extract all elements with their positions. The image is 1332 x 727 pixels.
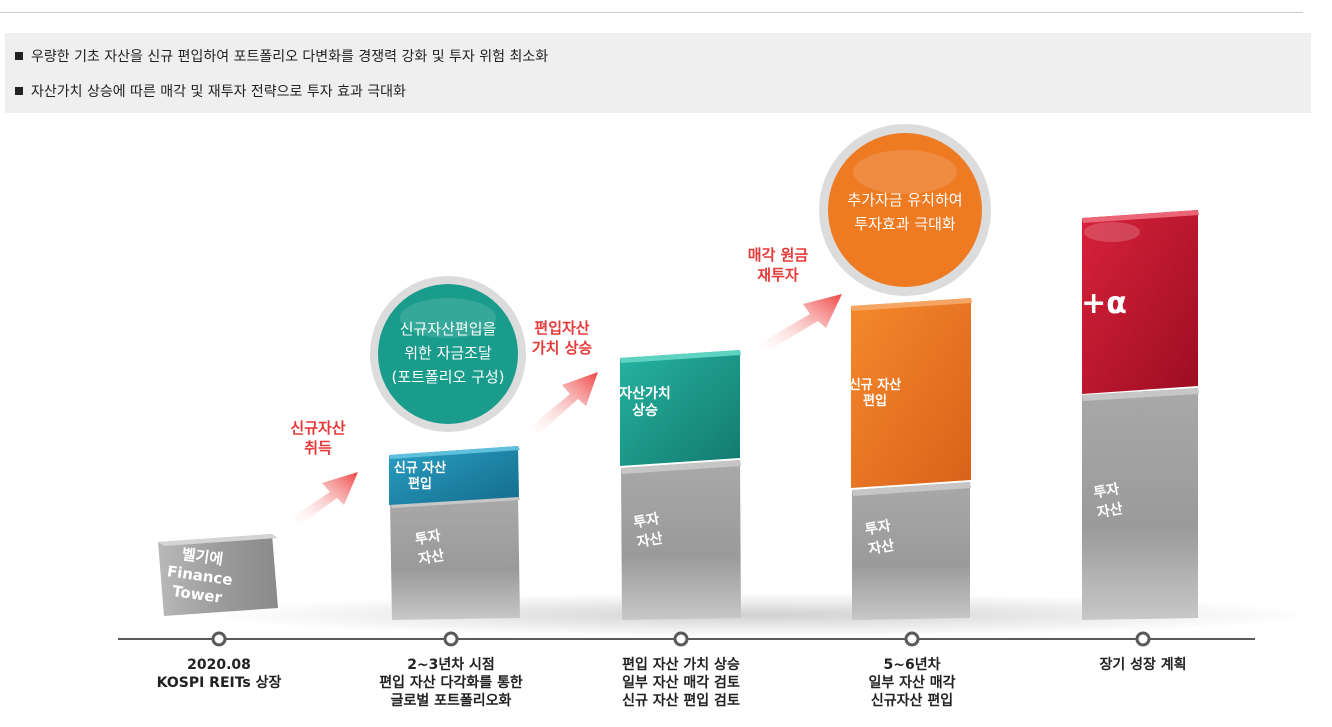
- summary-box: 우량한 기초 자산을 신규 편입하여 포트폴리오 다변화를 경쟁력 강화 및 투…: [5, 33, 1311, 113]
- cube2-top-label: 편입: [408, 476, 432, 492]
- timeline-text: 5~6년차: [883, 657, 941, 673]
- square-bullet-icon: [15, 52, 23, 60]
- cube2-base-label: 투자: [414, 528, 442, 548]
- arrow-value-up: 편입자산 가치 상승: [524, 319, 598, 440]
- timeline-text: 편입 자산 다각화를 통한: [379, 675, 523, 691]
- timeline-text: 신규자산 편입: [870, 693, 954, 709]
- cube4-base-label: 자산: [867, 537, 895, 558]
- timeline-label-5: 장기 성장 계획: [1023, 656, 1263, 674]
- timeline-label-1: 2020.08 KOSPI REITs 상장: [99, 656, 339, 692]
- arrow2-label: 가치 상승: [532, 339, 593, 357]
- timeline-node: [1135, 631, 1151, 647]
- circle-additional-funds: 추가자금 유치하여 투자효과 극대화: [819, 124, 991, 296]
- cube1-label: 벨기에: [181, 545, 225, 569]
- timeline-text: 신규 자산 편입 검토: [622, 693, 740, 709]
- cube-belgium-tower: 벨기에 Finance Tower: [158, 534, 278, 616]
- timeline-text: 글로벌 포트폴리오화: [390, 693, 512, 709]
- cube2-base-label: 자산: [417, 547, 445, 568]
- cube4-top-label: 신규 자산: [849, 377, 901, 393]
- timeline-text: 2020.08: [187, 657, 251, 673]
- arrow1-label: 취득: [304, 439, 332, 457]
- timeline-text: 일부 자산 매각: [868, 675, 956, 691]
- cube5-base-label: 투자: [1092, 481, 1120, 501]
- timeline-label-2: 2~3년차 시점 편입 자산 다각화를 통한 글로벌 포트폴리오화: [331, 656, 571, 710]
- circle2-text: 투자효과 극대화: [854, 215, 956, 233]
- cube5-top-label: +α: [1081, 286, 1127, 321]
- bullet-text: 자산가치 상승에 따른 매각 및 재투자 전략으로 투자 효과 극대화: [31, 84, 406, 100]
- cube-stage-5: 투자 자산 +α: [1081, 210, 1199, 620]
- circle1-text: 신규자산편입을: [400, 320, 497, 338]
- timeline-node: [904, 631, 920, 647]
- bullet-text: 우량한 기초 자산을 신규 편입하여 포트폴리오 다변화를 경쟁력 강화 및 투…: [31, 49, 549, 65]
- arrow3-label: 재투자: [757, 266, 799, 284]
- timeline-text: 편입 자산 가치 상승: [622, 657, 740, 673]
- timeline-text: 장기 성장 계획: [1099, 657, 1187, 673]
- arrow3-label: 매각 원금: [748, 246, 809, 264]
- arrow1-label: 신규자산: [290, 419, 345, 437]
- timeline-node: [211, 631, 227, 647]
- timeline-text: 일부 자산 매각 검토: [622, 675, 740, 691]
- cube-stage-2: 투자 자산 신규 자산 편입: [389, 446, 520, 620]
- cube3-base-label: 자산: [636, 530, 664, 551]
- circle-fundraising: 신규자산편입을 위한 자금조달 (포트폴리오 구성): [370, 276, 526, 432]
- timeline-text: KOSPI REITs 상장: [156, 675, 282, 691]
- circle2-text: 추가자금 유치하여: [847, 191, 962, 209]
- cube-stage-3: 투자 자산 자산가치 상승: [619, 350, 741, 620]
- bullet-item: 자산가치 상승에 따른 매각 및 재투자 전략으로 투자 효과 극대화: [5, 79, 406, 103]
- arrow-reinvest: 매각 원금 재투자: [748, 246, 842, 356]
- square-bullet-icon: [15, 87, 23, 95]
- circle1-text: (포트폴리오 구성): [391, 368, 504, 386]
- timeline-text: 2~3년차 시점: [407, 657, 495, 673]
- cube3-top-label: 자산가치: [619, 385, 671, 402]
- timeline-label-3: 편입 자산 가치 상승 일부 자산 매각 검토 신규 자산 편입 검토: [561, 656, 801, 710]
- cube3-base-label: 투자: [632, 511, 660, 531]
- cube-stage-4: 투자 자산 신규 자산 편입: [849, 298, 972, 620]
- cube5-base-label: 자산: [1096, 500, 1124, 521]
- timeline-node: [673, 631, 689, 647]
- cube4-base-label: 투자: [864, 518, 892, 538]
- arrow-acquire: 신규자산 취득: [288, 419, 358, 528]
- top-divider: [0, 12, 1303, 13]
- arrow2-label: 편입자산: [534, 319, 589, 337]
- bullet-item: 우량한 기초 자산을 신규 편입하여 포트폴리오 다변화를 경쟁력 강화 및 투…: [5, 44, 548, 68]
- timeline-label-4: 5~6년차 일부 자산 매각 신규자산 편입: [792, 656, 1032, 710]
- circle1-text: 위한 자금조달: [404, 344, 492, 362]
- cube4-top-label: 편입: [863, 393, 887, 409]
- cube3-top-label: 상승: [632, 403, 658, 419]
- timeline-node: [443, 631, 459, 647]
- cube2-top-label: 신규 자산: [394, 460, 446, 476]
